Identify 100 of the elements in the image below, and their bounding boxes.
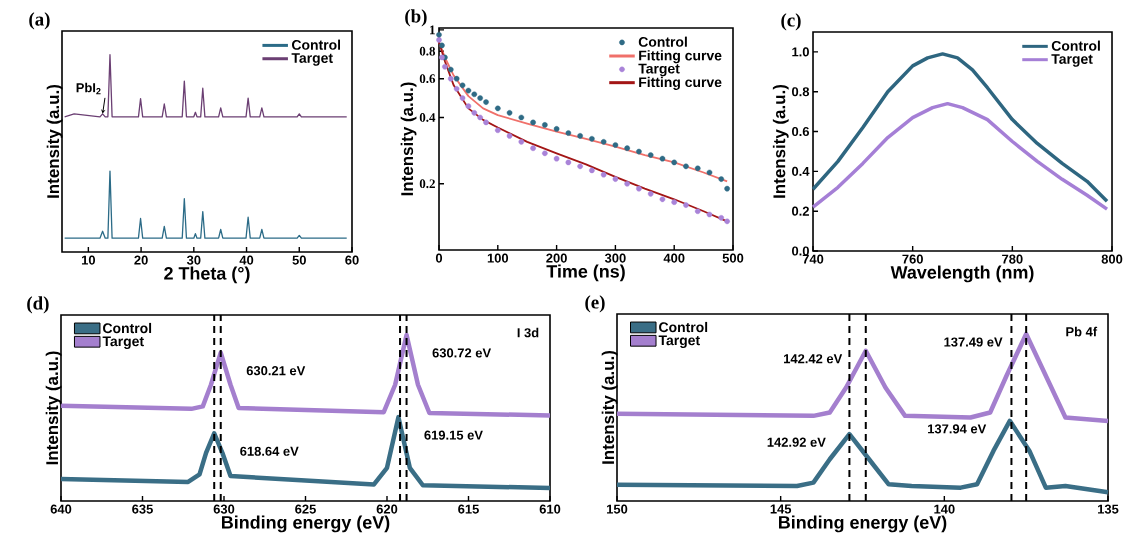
point xyxy=(683,163,689,170)
point xyxy=(530,119,536,126)
x-tick-label: 100 xyxy=(487,253,509,263)
point xyxy=(465,103,472,110)
y-tick-label: 0.6 xyxy=(792,126,810,137)
point xyxy=(577,163,583,170)
point xyxy=(471,110,478,116)
annotation: 142.92 eV xyxy=(767,437,826,447)
x-tick-label: 615 xyxy=(458,504,479,514)
legend-label: Control xyxy=(292,39,341,50)
x-tick-label: 200 xyxy=(546,253,567,263)
annotation: 619.15 eV xyxy=(424,430,483,440)
chart-title: (a) xyxy=(29,12,50,30)
x-tick-label: 145 xyxy=(770,504,792,514)
point xyxy=(659,155,666,162)
chart-title: (d) xyxy=(27,296,49,314)
x-tick-label: 60 xyxy=(345,255,359,265)
x-tick-label: 800 xyxy=(1101,254,1123,264)
point xyxy=(565,159,572,166)
y-axis-title: Intensity (a.u.) xyxy=(772,84,789,198)
point xyxy=(518,139,525,145)
x-axis-title: Binding energy (eV) xyxy=(779,515,947,533)
legend-label: Control xyxy=(638,36,687,47)
line-series xyxy=(811,52,1109,203)
legend-label: Target xyxy=(658,335,700,349)
y-tick-label: 0.4 xyxy=(792,166,810,176)
chart-title: (e) xyxy=(585,295,605,313)
x-tick-label: 610 xyxy=(539,504,561,514)
point xyxy=(694,208,701,215)
y-axis-title: Intensity (a.u.) xyxy=(45,351,62,465)
point xyxy=(447,75,454,82)
x-tick-label: 620 xyxy=(376,504,398,514)
y-tick-label: 1.0 xyxy=(792,47,809,57)
y-tick-label: 0.6 xyxy=(419,74,436,84)
annotation: 630.72 eV xyxy=(432,348,492,358)
point xyxy=(459,95,466,101)
point xyxy=(477,95,483,101)
x-tick-label: 140 xyxy=(934,504,955,514)
x-axis-title: Wavelength (nm) xyxy=(890,265,1034,283)
point xyxy=(495,105,501,112)
y-tick-label: 1 xyxy=(430,25,435,35)
point xyxy=(459,82,466,89)
point xyxy=(453,75,460,82)
point xyxy=(724,185,730,192)
x-tick-label: 20 xyxy=(134,255,148,265)
legend-label: Target xyxy=(1051,54,1093,67)
point xyxy=(671,199,677,205)
y-axis-title: Intensity (a.u.) xyxy=(601,350,618,464)
y-tick-label: 0.2 xyxy=(419,179,435,189)
point xyxy=(483,99,489,105)
point xyxy=(600,139,607,145)
x-tick-label: 740 xyxy=(802,254,824,264)
point xyxy=(453,86,460,92)
point xyxy=(465,87,472,94)
point xyxy=(718,176,725,182)
point xyxy=(636,148,642,155)
point xyxy=(518,114,525,121)
point xyxy=(477,114,483,121)
point xyxy=(436,31,442,38)
point xyxy=(647,152,654,158)
line-series xyxy=(811,101,1109,211)
point xyxy=(542,150,548,157)
point xyxy=(530,145,536,152)
x-tick-label: 40 xyxy=(239,255,254,265)
x-tick-label: 150 xyxy=(607,504,628,514)
point xyxy=(624,145,630,152)
point xyxy=(724,218,730,225)
point xyxy=(589,136,595,142)
annotation: 630.21 eV xyxy=(246,366,306,376)
y-tick-label: 0.4 xyxy=(419,113,436,122)
point xyxy=(565,130,572,136)
point xyxy=(694,165,701,172)
point xyxy=(647,191,654,197)
point xyxy=(506,133,513,139)
x-tick-label: 300 xyxy=(604,253,626,263)
x-tick-label: 10 xyxy=(81,255,96,265)
point xyxy=(442,63,448,70)
chart-title: (c) xyxy=(781,13,801,31)
x-tick-label: 760 xyxy=(902,254,923,264)
x-tick-label: 630 xyxy=(213,504,235,514)
y-tick-label: 0.8 xyxy=(419,46,436,56)
y-axis-title: Intensity (a.u.) xyxy=(46,84,63,198)
x-tick-label: 500 xyxy=(722,253,744,263)
point xyxy=(553,155,560,162)
x-tick-label: 50 xyxy=(292,255,306,265)
point xyxy=(612,176,619,182)
chart-title: (b) xyxy=(405,9,427,27)
x-tick-label: 640 xyxy=(50,504,72,514)
point xyxy=(483,119,489,126)
x-axis-title: Binding energy (eV) xyxy=(222,515,390,533)
annotation: I 3d xyxy=(517,327,539,338)
annotation: 618.64 eV xyxy=(240,446,299,456)
point xyxy=(636,185,642,192)
y-tick-label: 0.0 xyxy=(792,246,809,256)
point xyxy=(683,202,689,208)
y-tick-label: 0.2 xyxy=(792,206,809,216)
annotation: PbI$_{2}$ xyxy=(76,82,101,95)
point xyxy=(471,91,478,98)
x-tick-label: 400 xyxy=(663,253,685,263)
point xyxy=(718,215,725,221)
